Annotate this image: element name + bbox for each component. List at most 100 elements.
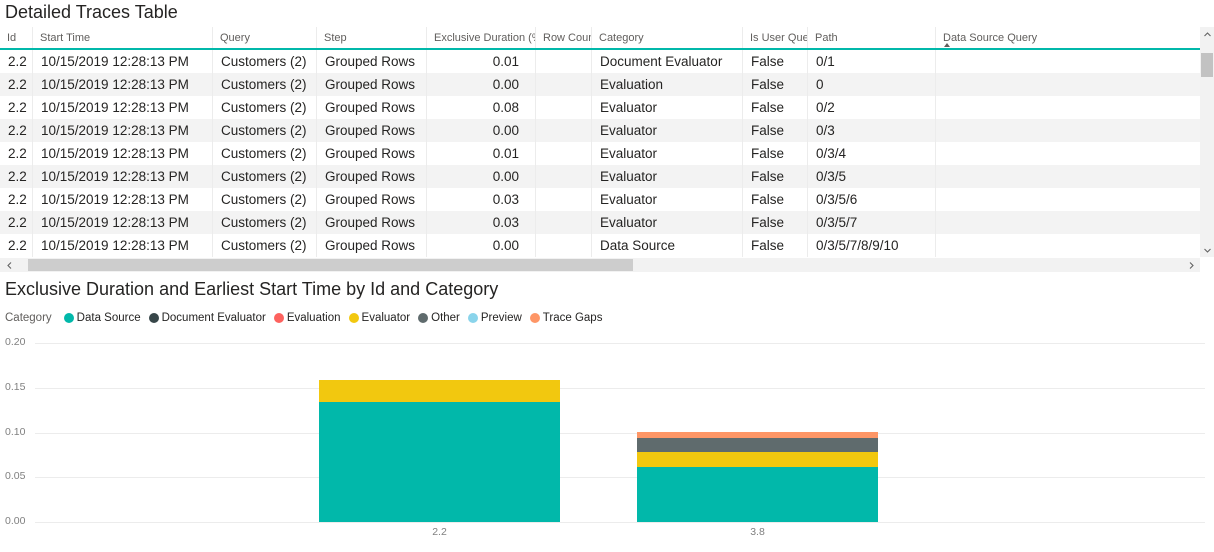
cell-query: Customers (2) bbox=[213, 50, 317, 73]
scroll-down-icon[interactable] bbox=[1200, 243, 1214, 257]
legend-color-dot bbox=[63, 313, 74, 323]
column-header-label: Path bbox=[815, 32, 838, 44]
cell-is-user-query: False bbox=[743, 119, 808, 142]
legend-color-dot bbox=[273, 313, 284, 323]
table-row[interactable]: 2.2 10/15/2019 12:28:13 PM Customers (2) Gr… bbox=[0, 119, 1200, 142]
cell-path: 0/3/5/7/8/9/10 bbox=[808, 234, 936, 257]
y-axis-tick-label: 0.00 bbox=[5, 515, 26, 527]
table-row[interactable]: 2.2 10/15/2019 12:28:13 PM Customers (2) Gr… bbox=[0, 188, 1200, 211]
legend-item-document-evaluator[interactable]: Document Evaluator bbox=[148, 312, 266, 324]
cell-path: 0/3/5 bbox=[808, 165, 936, 188]
cell-category: Evaluator bbox=[592, 165, 743, 188]
scroll-right-icon[interactable] bbox=[1184, 258, 1198, 272]
bar-segment-evaluator-3.8[interactable] bbox=[637, 452, 878, 468]
cell-start-time: 10/15/2019 12:28:13 PM bbox=[33, 211, 213, 234]
cell-id: 2.2 bbox=[0, 119, 33, 142]
table-row[interactable]: 2.2 10/15/2019 12:28:13 PM Customers (2) Gr… bbox=[0, 142, 1200, 165]
vertical-scroll-thumb[interactable] bbox=[1201, 53, 1213, 77]
table-row[interactable]: 2.2 10/15/2019 12:28:13 PM Customers (2) Gr… bbox=[0, 50, 1200, 73]
table-row[interactable]: 2.2 10/15/2019 12:28:13 PM Customers (2) Gr… bbox=[0, 96, 1200, 119]
cell-path: 0/2 bbox=[808, 96, 936, 119]
cell-category: Evaluator bbox=[592, 119, 743, 142]
cell-start-time: 10/15/2019 12:28:13 PM bbox=[33, 142, 213, 165]
horizontal-scroll-thumb[interactable] bbox=[28, 259, 633, 271]
y-axis-tick-label: 0.05 bbox=[5, 470, 26, 483]
table-row[interactable]: 2.2 10/15/2019 12:28:13 PM Customers (2) Gr… bbox=[0, 211, 1200, 234]
cell-row-count bbox=[536, 211, 592, 234]
legend-item-label: Other bbox=[431, 312, 460, 324]
legend-color-dot bbox=[529, 313, 540, 323]
x-axis-category-label: 2.2 bbox=[432, 526, 447, 538]
column-header-query[interactable]: Query bbox=[213, 27, 317, 48]
table-row[interactable]: 2.2 10/15/2019 12:28:13 PM Customers (2) Gr… bbox=[0, 165, 1200, 188]
bar-segment-data-source-3.8[interactable] bbox=[637, 467, 878, 522]
cell-is-user-query: False bbox=[743, 188, 808, 211]
bar-segment-data-source-2.2[interactable] bbox=[319, 402, 560, 522]
table-row[interactable]: 2.2 10/15/2019 12:28:13 PM Customers (2) Gr… bbox=[0, 73, 1200, 96]
cell-category: Evaluation bbox=[592, 73, 743, 96]
legend-title: Category bbox=[5, 312, 52, 324]
bar-segment-evaluator-2.2[interactable] bbox=[319, 379, 560, 403]
y-gridline bbox=[35, 477, 1205, 479]
legend-item-evaluator[interactable]: Evaluator bbox=[348, 312, 411, 324]
cell-row-count bbox=[536, 188, 592, 211]
legend-item-other[interactable]: Other bbox=[418, 312, 460, 324]
column-header-exclusive-duration-[interactable]: Exclusive Duration (%) bbox=[427, 27, 536, 48]
cell-query: Customers (2) bbox=[213, 119, 317, 142]
column-header-path[interactable]: Path bbox=[808, 27, 936, 48]
scroll-left-icon[interactable] bbox=[2, 258, 16, 272]
cell-category: Evaluator bbox=[592, 96, 743, 119]
column-header-data-source-query[interactable]: Data Source Query bbox=[936, 27, 1200, 48]
cell-row-count bbox=[536, 96, 592, 119]
column-header-label: Start Time bbox=[40, 32, 91, 44]
bar-segment-other-3.8[interactable] bbox=[637, 437, 878, 453]
cell-data-source-query bbox=[936, 165, 1200, 188]
cell-step: Grouped Rows bbox=[317, 73, 427, 96]
column-header-step[interactable]: Step bbox=[317, 27, 427, 48]
scroll-up-icon[interactable] bbox=[1200, 27, 1214, 41]
cell-data-source-query bbox=[936, 50, 1200, 73]
cell-step: Grouped Rows bbox=[317, 234, 427, 257]
table-row[interactable]: 2.2 10/15/2019 12:28:13 PM Customers (2) Gr… bbox=[0, 234, 1200, 257]
cell-path: 0/3 bbox=[808, 119, 936, 142]
legend-item-label: Evaluator bbox=[361, 312, 411, 324]
column-header-id[interactable]: Id bbox=[0, 27, 33, 48]
column-header-label: Row Count bbox=[543, 32, 592, 44]
legend-item-label: Evaluation bbox=[286, 312, 341, 324]
cell-query: Customers (2) bbox=[213, 165, 317, 188]
cell-id: 2.2 bbox=[0, 96, 33, 119]
legend-item-preview[interactable]: Preview bbox=[467, 312, 522, 324]
legend-item-label: Document Evaluator bbox=[161, 312, 266, 324]
cell-exclusive-duration-: 0.00 bbox=[427, 73, 536, 96]
legend-color-dot bbox=[467, 313, 478, 323]
column-header-label: Step bbox=[324, 32, 347, 44]
column-header-start-time[interactable]: Start Time bbox=[33, 27, 213, 48]
column-header-label: Query bbox=[220, 32, 250, 44]
cell-row-count bbox=[536, 142, 592, 165]
cell-is-user-query: False bbox=[743, 211, 808, 234]
cell-id: 2.2 bbox=[0, 165, 33, 188]
legend-item-evaluation[interactable]: Evaluation bbox=[273, 312, 341, 324]
bar-segment-trace-gaps-3.8[interactable] bbox=[637, 431, 878, 438]
table-horizontal-scrollbar[interactable] bbox=[0, 258, 1200, 272]
column-header-category[interactable]: Category bbox=[592, 27, 743, 48]
cell-query: Customers (2) bbox=[213, 142, 317, 165]
cell-step: Grouped Rows bbox=[317, 96, 427, 119]
cell-path: 0/3/5/7 bbox=[808, 211, 936, 234]
y-gridline bbox=[35, 387, 1205, 389]
legend-item-trace-gaps[interactable]: Trace Gaps bbox=[529, 312, 602, 324]
legend-item-data-source[interactable]: Data Source bbox=[63, 312, 141, 324]
column-header-label: Category bbox=[599, 32, 644, 44]
cell-id: 2.2 bbox=[0, 211, 33, 234]
cell-id: 2.2 bbox=[0, 142, 33, 165]
cell-start-time: 10/15/2019 12:28:13 PM bbox=[33, 73, 213, 96]
chart-legend: Category Data Source Document Evaluator Ev… bbox=[5, 310, 610, 326]
column-header-row-count[interactable]: Row Count bbox=[536, 27, 592, 48]
cell-is-user-query: False bbox=[743, 165, 808, 188]
table-vertical-scrollbar[interactable] bbox=[1200, 27, 1214, 257]
column-header-is-user-query[interactable]: Is User Query bbox=[743, 27, 808, 48]
cell-row-count bbox=[536, 165, 592, 188]
cell-exclusive-duration-: 0.03 bbox=[427, 211, 536, 234]
cell-query: Customers (2) bbox=[213, 211, 317, 234]
cell-step: Grouped Rows bbox=[317, 188, 427, 211]
